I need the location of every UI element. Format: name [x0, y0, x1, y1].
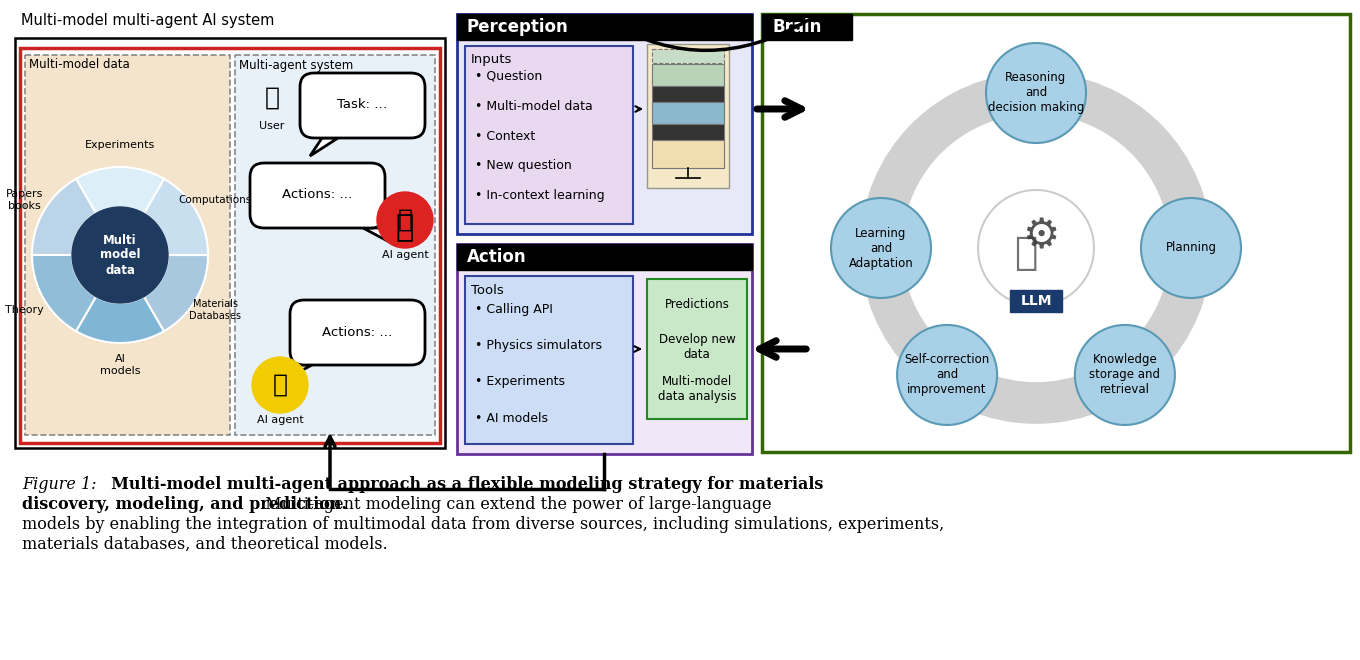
- Text: Multi-model data: Multi-model data: [29, 59, 129, 71]
- Bar: [1010, 290, 1062, 312]
- Text: Figure 1:: Figure 1:: [22, 476, 97, 493]
- Text: User: User: [260, 121, 284, 131]
- Text: 👤: 👤: [1015, 234, 1038, 272]
- Bar: [457, 244, 752, 270]
- Bar: [457, 244, 752, 454]
- Bar: [647, 279, 747, 419]
- Bar: [647, 44, 729, 188]
- FancyBboxPatch shape: [250, 163, 385, 228]
- Text: Theory: Theory: [5, 305, 44, 315]
- Polygon shape: [277, 365, 311, 383]
- Text: Predictions: Predictions: [665, 298, 729, 312]
- Text: Computations: Computations: [178, 195, 252, 205]
- Wedge shape: [144, 179, 208, 255]
- Bar: [465, 276, 632, 444]
- Circle shape: [1141, 198, 1240, 298]
- Text: • Physics simulators: • Physics simulators: [475, 339, 602, 352]
- FancyBboxPatch shape: [290, 300, 424, 365]
- Wedge shape: [76, 167, 165, 213]
- Text: • Question: • Question: [475, 69, 543, 82]
- Text: 🤖: 🤖: [272, 373, 287, 397]
- Circle shape: [831, 198, 932, 298]
- Bar: [651, 124, 724, 140]
- Text: Multi-agent modeling can extend the power of large-language: Multi-agent modeling can extend the powe…: [256, 496, 771, 513]
- Polygon shape: [310, 138, 339, 156]
- Text: • Experiments: • Experiments: [475, 376, 564, 389]
- Wedge shape: [76, 296, 165, 343]
- Text: • New question: • New question: [475, 160, 571, 172]
- Circle shape: [72, 207, 169, 303]
- Text: 🤖: 🤖: [397, 208, 412, 232]
- Bar: [762, 14, 1350, 452]
- Text: Develop new
data: Develop new data: [658, 333, 736, 361]
- Text: 👤: 👤: [264, 86, 280, 110]
- Text: Actions: …: Actions: …: [322, 325, 392, 339]
- Bar: [651, 49, 724, 63]
- Wedge shape: [33, 179, 97, 255]
- Polygon shape: [363, 228, 397, 246]
- Text: Planning: Planning: [1166, 242, 1216, 255]
- Text: Multi-model
data analysis: Multi-model data analysis: [658, 375, 736, 403]
- Text: Task: …: Task: …: [337, 98, 388, 112]
- Text: • AI models: • AI models: [475, 411, 548, 424]
- Text: materials databases, and theoretical models.: materials databases, and theoretical mod…: [22, 536, 388, 553]
- Text: AI agent: AI agent: [257, 415, 303, 425]
- Text: Reasoning
and
decision making: Reasoning and decision making: [987, 71, 1084, 114]
- Bar: [235, 55, 435, 435]
- Bar: [762, 14, 851, 40]
- Text: • In-context learning: • In-context learning: [475, 189, 605, 203]
- Text: discovery, modeling, and prediction.: discovery, modeling, and prediction.: [22, 496, 347, 513]
- Wedge shape: [33, 255, 97, 331]
- Text: Self-correction
and
improvement: Self-correction and improvement: [904, 354, 990, 397]
- Text: Knowledge
storage and
retrieval: Knowledge storage and retrieval: [1089, 354, 1160, 397]
- Circle shape: [252, 357, 307, 413]
- Text: Multi-agent system: Multi-agent system: [239, 59, 354, 71]
- Text: LLM: LLM: [1020, 294, 1051, 308]
- Bar: [457, 14, 752, 40]
- Text: Actions: …: Actions: …: [282, 189, 352, 201]
- Circle shape: [978, 190, 1093, 306]
- Bar: [651, 102, 724, 124]
- Text: Papers
books: Papers books: [5, 189, 44, 211]
- FancyBboxPatch shape: [301, 73, 424, 138]
- Text: Learning
and
Adaptation: Learning and Adaptation: [849, 226, 914, 269]
- Text: Multi
model
data: Multi model data: [99, 234, 140, 277]
- Text: AI
models: AI models: [99, 354, 140, 376]
- Bar: [651, 140, 724, 168]
- Bar: [457, 14, 752, 234]
- Text: • Multi-model data: • Multi-model data: [475, 100, 593, 112]
- Bar: [20, 48, 441, 443]
- Text: Perception: Perception: [466, 18, 568, 36]
- Text: 🤖: 🤖: [396, 213, 415, 242]
- Wedge shape: [144, 255, 208, 331]
- Text: • Context: • Context: [475, 129, 536, 143]
- Text: Multi-model multi-agent AI system: Multi-model multi-agent AI system: [20, 13, 275, 28]
- Circle shape: [1074, 325, 1175, 425]
- Bar: [651, 86, 724, 102]
- Circle shape: [377, 192, 432, 248]
- Circle shape: [898, 325, 997, 425]
- Text: AI agent: AI agent: [382, 250, 428, 260]
- Text: Multi-model multi-agent approach as a flexible modeling strategy for materials: Multi-model multi-agent approach as a fl…: [101, 476, 823, 493]
- Text: models by enabling the integration of multimodal data from diverse sources, incl: models by enabling the integration of mu…: [22, 516, 944, 533]
- Bar: [24, 55, 230, 435]
- Text: Inputs: Inputs: [471, 53, 513, 67]
- Text: • Calling API: • Calling API: [475, 304, 554, 317]
- Text: Action: Action: [466, 248, 526, 266]
- Bar: [15, 38, 445, 448]
- Circle shape: [986, 43, 1087, 143]
- Bar: [651, 64, 724, 86]
- Text: Experiments: Experiments: [84, 140, 155, 150]
- Text: Materials
Databases: Materials Databases: [189, 299, 241, 321]
- Text: ⚙: ⚙: [1023, 215, 1059, 257]
- Text: Brain: Brain: [772, 18, 821, 36]
- Bar: [465, 46, 632, 224]
- Text: Tools: Tools: [471, 284, 503, 296]
